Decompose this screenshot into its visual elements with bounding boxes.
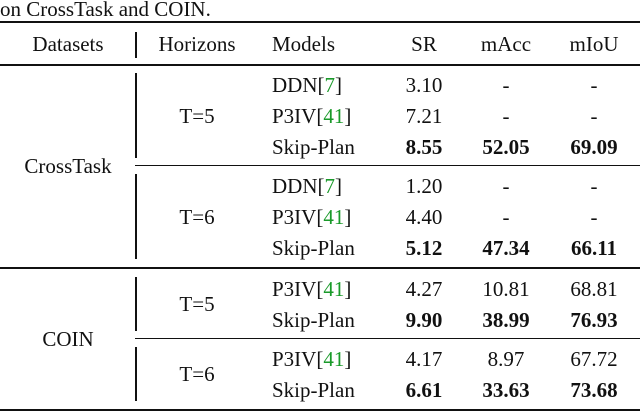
- metric-cell: -: [502, 103, 510, 128]
- metric-cell: -: [502, 72, 510, 97]
- model-name: DDN[7]: [272, 72, 343, 97]
- metric-cell: 38.99: [482, 307, 530, 332]
- dataset-label: COIN: [42, 327, 94, 351]
- model-name: P3IV[41]: [272, 204, 352, 229]
- metric-cell: -: [502, 204, 510, 229]
- column-header: mIoU: [569, 32, 619, 56]
- metric-cell: 1.20: [405, 173, 443, 198]
- metric-cell: -: [590, 103, 598, 128]
- column-header: Horizons: [158, 32, 236, 56]
- metric-cell: 7.21: [405, 103, 443, 128]
- dataset-label: CrossTask: [24, 154, 112, 178]
- rule: [0, 409, 640, 411]
- rule: [135, 165, 640, 167]
- column-header: Datasets: [32, 32, 104, 56]
- horizon-label: T=5: [179, 292, 215, 316]
- rule: [135, 277, 137, 331]
- metric-cell: 4.27: [405, 276, 443, 301]
- citation-number[interactable]: 7: [324, 72, 336, 97]
- rule: [135, 338, 640, 340]
- model-name: Skip-Plan: [272, 134, 355, 159]
- caption: on CrossTask and COIN.: [0, 0, 211, 21]
- rule: [135, 32, 137, 58]
- column-header: Models: [272, 32, 335, 56]
- metric-cell: 10.81: [482, 276, 530, 301]
- metric-cell: 33.63: [482, 377, 530, 402]
- metric-cell: 73.68: [570, 377, 618, 402]
- rule: [0, 267, 640, 269]
- rule: [135, 73, 137, 158]
- column-header: mAcc: [480, 32, 532, 56]
- metric-cell: 4.17: [405, 346, 443, 371]
- citation[interactable]: [41]: [316, 346, 352, 371]
- horizon-label: T=6: [179, 204, 215, 229]
- model-name: DDN[7]: [272, 173, 343, 198]
- metric-cell: 47.34: [482, 235, 530, 260]
- metric-cell: 8.55: [405, 134, 443, 159]
- model-name: P3IV[41]: [272, 346, 352, 371]
- model-name: P3IV[41]: [272, 276, 352, 301]
- model-name: Skip-Plan: [272, 235, 355, 260]
- metric-cell: 6.61: [405, 377, 443, 402]
- horizon-label: T=6: [179, 362, 215, 386]
- metric-cell: 68.81: [570, 276, 618, 301]
- metric-cell: 4.40: [405, 204, 443, 229]
- citation-number[interactable]: 41: [323, 103, 345, 128]
- metric-cell: -: [590, 173, 598, 198]
- model-name: Skip-Plan: [272, 377, 355, 402]
- column-header: SR: [411, 32, 437, 56]
- citation-number[interactable]: 41: [323, 276, 345, 301]
- rule: [0, 64, 640, 66]
- metric-cell: 66.11: [570, 235, 618, 260]
- metric-cell: 3.10: [405, 72, 443, 97]
- citation[interactable]: [41]: [316, 276, 352, 301]
- citation[interactable]: [41]: [316, 103, 352, 128]
- citation[interactable]: [41]: [316, 204, 352, 229]
- metric-cell: 69.09: [570, 134, 618, 159]
- citation-number[interactable]: 41: [323, 204, 345, 229]
- metric-cell: 5.12: [405, 235, 443, 260]
- model-name: P3IV[41]: [272, 103, 352, 128]
- metric-cell: 8.97: [487, 346, 525, 371]
- citation-number[interactable]: 41: [323, 346, 345, 371]
- metric-cell: -: [590, 204, 598, 229]
- metric-cell: 9.90: [405, 307, 443, 332]
- citation[interactable]: [7]: [317, 72, 343, 97]
- metric-cell: -: [502, 173, 510, 198]
- rule: [0, 21, 640, 23]
- metric-cell: 52.05: [482, 134, 530, 159]
- horizon-label: T=5: [179, 103, 215, 128]
- citation-number[interactable]: 7: [324, 173, 336, 198]
- citation[interactable]: [7]: [317, 173, 343, 198]
- rule: [135, 174, 137, 259]
- metric-cell: -: [590, 72, 598, 97]
- metric-cell: 76.93: [570, 307, 618, 332]
- rule: [135, 347, 137, 401]
- model-name: Skip-Plan: [272, 307, 355, 332]
- metric-cell: 67.72: [570, 346, 618, 371]
